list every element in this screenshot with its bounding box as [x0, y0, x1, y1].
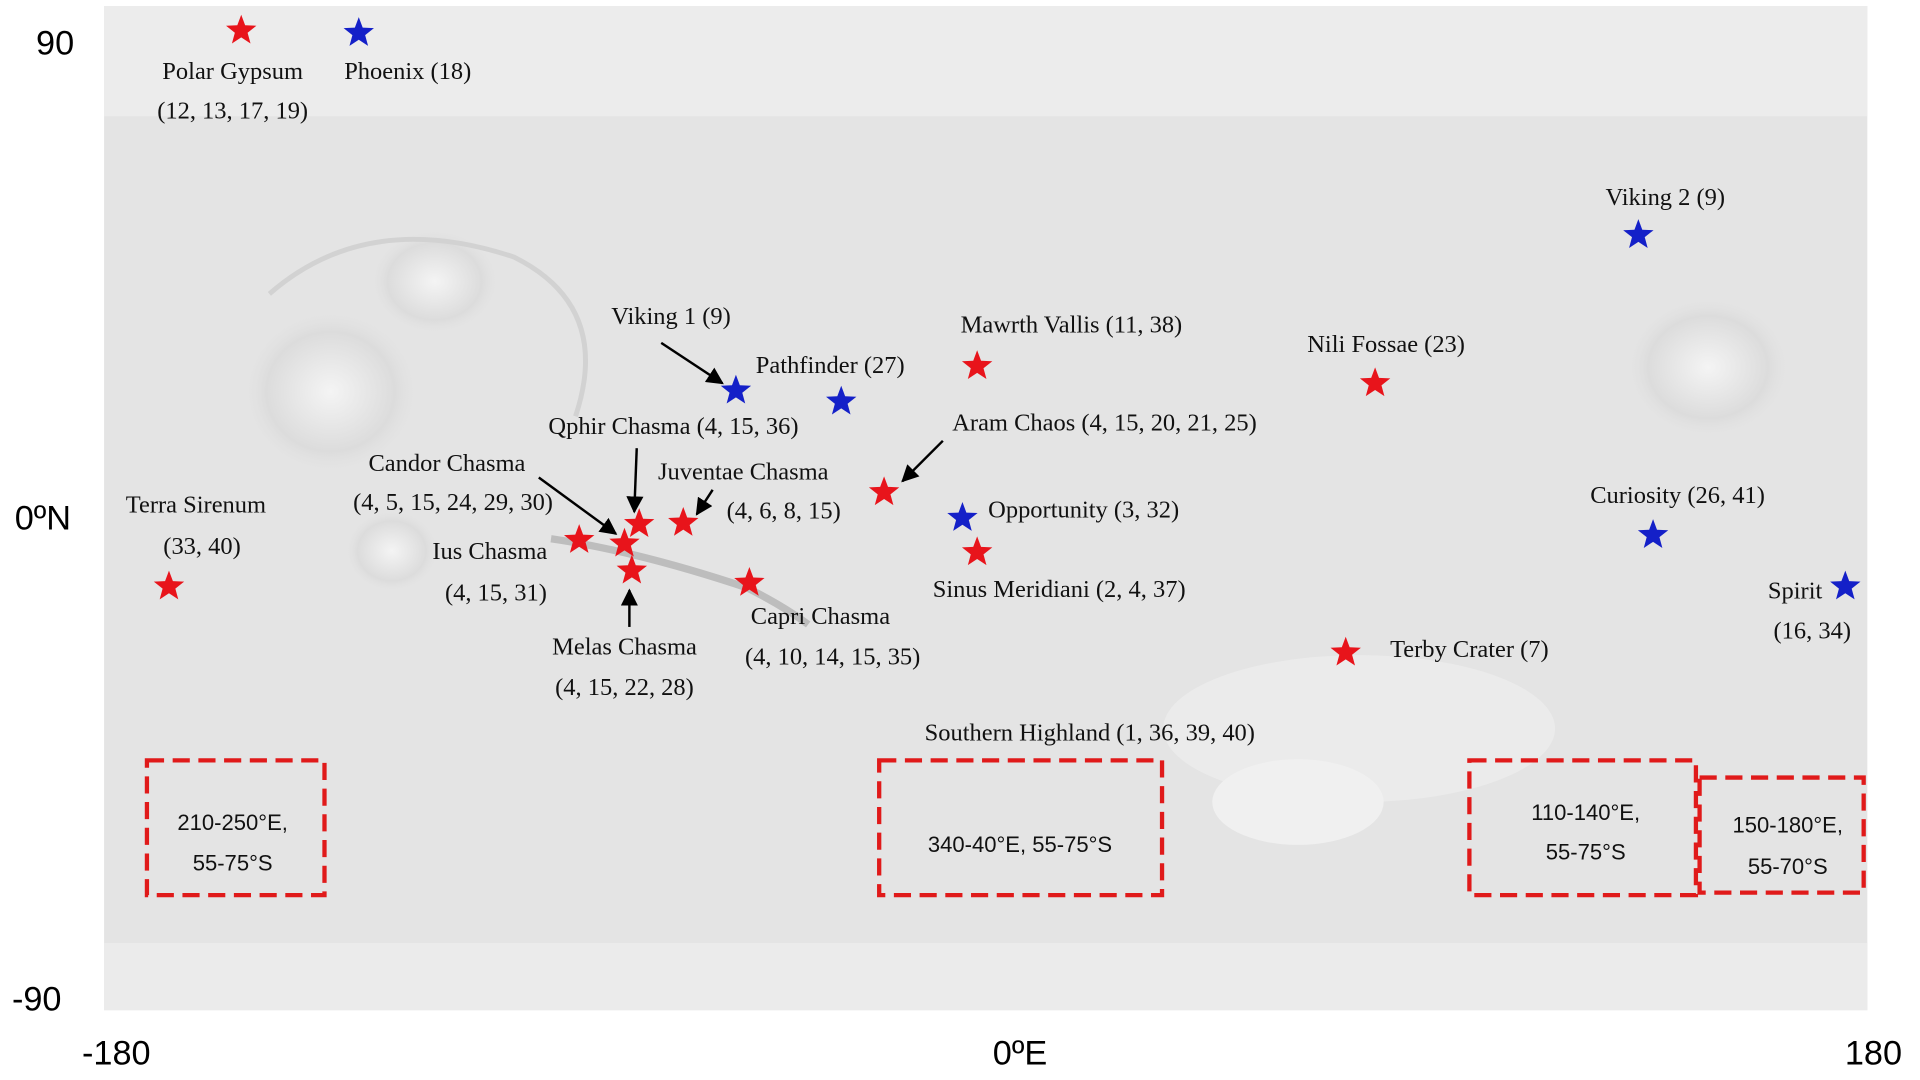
- site-label: Sinus Meridiani (2, 4, 37): [933, 576, 1186, 603]
- site-label: Mawrth Vallis (11, 38): [961, 312, 1183, 339]
- site-marker: [826, 385, 857, 415]
- pointer-arrow: [901, 439, 944, 483]
- site-marker: [226, 14, 257, 44]
- x-axis-label: 180: [1845, 1035, 1902, 1073]
- pointer-arrow: [626, 448, 644, 514]
- site-marker: [1830, 570, 1861, 600]
- site-marker: [668, 506, 699, 536]
- map-surface: [104, 6, 1868, 1011]
- site-marker: [1623, 219, 1654, 248]
- site-label: Qphir Chasma (4, 15, 36): [548, 413, 798, 440]
- region-label: 55-70°S: [1748, 854, 1828, 879]
- site-label: Nili Fossae (23): [1307, 331, 1465, 358]
- site-label: Phoenix (18): [344, 58, 471, 85]
- x-axis-label: -180: [82, 1035, 151, 1073]
- region-label: 55-75°S: [193, 850, 273, 875]
- x-axis-label: 0ºE: [993, 1035, 1047, 1073]
- site-marker: [961, 536, 993, 566]
- site-marker: [153, 570, 185, 600]
- site-label: Juventae Chasma: [658, 459, 829, 486]
- site-marker: [343, 17, 374, 46]
- site-label: Candor Chasma: [368, 450, 525, 477]
- region-label: 340-40°E, 55-75°S: [928, 832, 1112, 857]
- site-label: Terra Sirenum: [126, 492, 266, 519]
- site-label: (4, 5, 15, 24, 29, 30): [353, 489, 553, 516]
- site-label: (12, 13, 17, 19): [157, 97, 308, 124]
- site-label: Spirit: [1768, 577, 1823, 604]
- site-marker: [616, 554, 648, 584]
- site-marker: [868, 476, 900, 506]
- region-box: [877, 758, 1165, 898]
- region-box: [144, 758, 327, 898]
- site-marker: [564, 524, 595, 553]
- y-axis-label: 0ºN: [15, 499, 71, 537]
- site-label: (16, 34): [1774, 618, 1851, 645]
- region-box: [1467, 758, 1699, 898]
- y-axis-label: 90: [36, 24, 74, 62]
- site-marker: [1359, 367, 1391, 397]
- site-label: Ius Chasma: [432, 538, 547, 565]
- site-marker: [1330, 636, 1361, 666]
- site-marker: [734, 566, 765, 596]
- site-marker: [720, 374, 752, 404]
- site-label: (4, 6, 8, 15): [727, 498, 841, 525]
- site-marker: [624, 508, 655, 537]
- site-label: (33, 40): [163, 533, 240, 560]
- y-axis-label: -90: [12, 981, 62, 1019]
- site-label: Terby Crater (7): [1390, 636, 1549, 663]
- pointer-arrow: [538, 476, 618, 535]
- site-label: Viking 1 (9): [611, 303, 730, 330]
- site-label: Curiosity (26, 41): [1590, 482, 1765, 509]
- pointer-arrow: [695, 489, 714, 516]
- site-label: Southern Highland (1, 36, 39, 40): [925, 719, 1255, 746]
- site-marker: [961, 350, 993, 379]
- site-label: Melas Chasma: [552, 634, 697, 661]
- region-label: 210-250°E,: [177, 810, 287, 835]
- region-box: [1697, 775, 1866, 895]
- site-label: (4, 15, 31): [445, 580, 547, 607]
- site-label: Aram Chaos (4, 15, 20, 21, 25): [952, 410, 1256, 437]
- site-label: (4, 10, 14, 15, 35): [745, 643, 920, 670]
- site-marker: [1637, 519, 1669, 548]
- site-label: Opportunity (3, 32): [988, 496, 1179, 523]
- region-label: 55-75°S: [1546, 839, 1626, 864]
- site-label: Polar Gypsum: [162, 58, 303, 85]
- site-label: Capri Chasma: [751, 603, 890, 630]
- site-marker: [947, 502, 978, 531]
- region-label: 110-140°E,: [1531, 800, 1640, 825]
- region-label: 150-180°E,: [1733, 812, 1843, 837]
- site-label: Pathfinder (27): [756, 352, 905, 379]
- site-label: Viking 2 (9): [1606, 184, 1726, 211]
- site-marker: [609, 527, 640, 557]
- pointer-arrow: [660, 341, 724, 385]
- site-label: (4, 15, 22, 28): [555, 674, 694, 701]
- axis-labels: 90 0ºN -90 -180 0ºE 180: [12, 24, 1902, 1072]
